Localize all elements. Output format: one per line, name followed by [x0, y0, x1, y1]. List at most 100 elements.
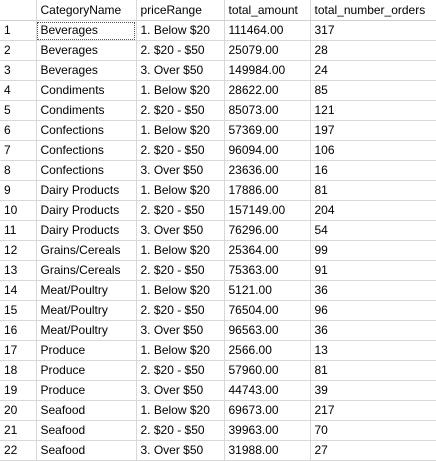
cell-pricerange[interactable]: 1. Below $20	[136, 20, 225, 41]
cell-pricerange[interactable]: 1. Below $20	[136, 120, 225, 141]
row-number[interactable]: 9	[0, 180, 37, 201]
cell-total-amount[interactable]: 57369.00	[224, 120, 311, 141]
row-number[interactable]: 11	[0, 220, 37, 241]
cell-categoryname[interactable]: Dairy Products	[36, 180, 137, 201]
cell-total-amount[interactable]: 149984.00	[224, 60, 311, 81]
cell-total-number-orders[interactable]: 85	[310, 80, 436, 101]
cell-total-amount[interactable]: 76504.00	[224, 300, 311, 321]
row-number[interactable]: 17	[0, 340, 37, 361]
cell-categoryname[interactable]: Produce	[36, 360, 137, 381]
cell-pricerange[interactable]: 3. Over $50	[136, 440, 225, 461]
cell-total-number-orders[interactable]: 39	[310, 380, 436, 401]
cell-total-amount[interactable]: 31988.00	[224, 440, 311, 461]
cell-pricerange[interactable]: 2. $20 - $50	[136, 260, 225, 281]
table-row[interactable]: 13 Grains/Cereals 2. $20 - $50 75363.00 91	[0, 260, 436, 281]
cell-categoryname[interactable]: Grains/Cereals	[36, 260, 137, 281]
cell-categoryname[interactable]: Confections	[36, 160, 137, 181]
cell-pricerange[interactable]: 2. $20 - $50	[136, 300, 225, 321]
table-row[interactable]: 18 Produce 2. $20 - $50 57960.00 81	[0, 360, 436, 381]
table-row[interactable]: 7 Confections 2. $20 - $50 96094.00 106	[0, 140, 436, 161]
table-row[interactable]: 19 Produce 3. Over $50 44743.00 39	[0, 380, 436, 401]
column-header-total-amount[interactable]: total_amount	[224, 0, 311, 21]
cell-pricerange[interactable]: 2. $20 - $50	[136, 200, 225, 221]
cell-total-number-orders[interactable]: 36	[310, 280, 436, 301]
cell-total-number-orders[interactable]: 81	[310, 180, 436, 201]
cell-pricerange[interactable]: 3. Over $50	[136, 60, 225, 81]
cell-pricerange[interactable]: 2. $20 - $50	[136, 360, 225, 381]
table-row[interactable]: 9 Dairy Products 1. Below $20 17886.00 81	[0, 180, 436, 201]
table-row[interactable]: 11 Dairy Products 3. Over $50 76296.00 54	[0, 220, 436, 241]
cell-pricerange[interactable]: 3. Over $50	[136, 160, 225, 181]
cell-categoryname[interactable]: Seafood	[36, 400, 137, 421]
row-number[interactable]: 14	[0, 280, 37, 301]
row-number[interactable]: 20	[0, 400, 37, 421]
cell-categoryname[interactable]: Condiments	[36, 80, 137, 101]
cell-pricerange[interactable]: 1. Below $20	[136, 340, 225, 361]
cell-categoryname[interactable]: Condiments	[36, 100, 137, 121]
cell-total-amount[interactable]: 69673.00	[224, 400, 311, 421]
table-row[interactable]: 3 Beverages 3. Over $50 149984.00 24	[0, 60, 436, 81]
cell-categoryname[interactable]: Dairy Products	[36, 200, 137, 221]
cell-total-amount[interactable]: 28622.00	[224, 80, 311, 101]
row-number[interactable]: 15	[0, 300, 37, 321]
cell-total-number-orders[interactable]: 317	[310, 20, 436, 41]
row-number[interactable]: 10	[0, 200, 37, 221]
cell-total-amount[interactable]: 17886.00	[224, 180, 311, 201]
cell-pricerange[interactable]: 2. $20 - $50	[136, 420, 225, 441]
cell-pricerange[interactable]: 1. Below $20	[136, 80, 225, 101]
cell-categoryname[interactable]: Beverages	[36, 40, 137, 61]
cell-pricerange[interactable]: 1. Below $20	[136, 240, 225, 261]
column-header-total-number-orders[interactable]: total_number_orders	[310, 0, 436, 21]
cell-total-amount[interactable]: 39963.00	[224, 420, 311, 441]
cell-total-amount[interactable]: 25079.00	[224, 40, 311, 61]
cell-categoryname[interactable]: Meat/Poultry	[36, 280, 137, 301]
cell-total-amount[interactable]: 96094.00	[224, 140, 311, 161]
cell-total-amount[interactable]: 5121.00	[224, 280, 311, 301]
cell-total-number-orders[interactable]: 121	[310, 100, 436, 121]
cell-categoryname[interactable]: Produce	[36, 380, 137, 401]
table-row[interactable]: 15 Meat/Poultry 2. $20 - $50 76504.00 96	[0, 300, 436, 321]
row-number[interactable]: 12	[0, 240, 37, 261]
cell-total-amount[interactable]: 75363.00	[224, 260, 311, 281]
cell-pricerange[interactable]: 2. $20 - $50	[136, 100, 225, 121]
cell-pricerange[interactable]: 1. Below $20	[136, 180, 225, 201]
cell-categoryname[interactable]: Confections	[36, 140, 137, 161]
cell-categoryname[interactable]: Seafood	[36, 420, 137, 441]
table-row[interactable]: 6 Confections 1. Below $20 57369.00 197	[0, 120, 436, 141]
cell-categoryname[interactable]: Seafood	[36, 440, 137, 461]
cell-total-number-orders[interactable]: 13	[310, 340, 436, 361]
row-number[interactable]: 3	[0, 60, 37, 81]
cell-total-number-orders[interactable]: 81	[310, 360, 436, 381]
cell-total-amount[interactable]: 23636.00	[224, 160, 311, 181]
cell-total-number-orders[interactable]: 36	[310, 320, 436, 341]
cell-total-number-orders[interactable]: 24	[310, 60, 436, 81]
cell-total-number-orders[interactable]: 54	[310, 220, 436, 241]
table-row[interactable]: 16 Meat/Poultry 3. Over $50 96563.00 36	[0, 320, 436, 341]
cell-categoryname[interactable]: Dairy Products	[36, 220, 137, 241]
table-row[interactable]: 12 Grains/Cereals 1. Below $20 25364.00 99	[0, 240, 436, 261]
cell-total-number-orders[interactable]: 91	[310, 260, 436, 281]
cell-categoryname[interactable]: Produce	[36, 340, 137, 361]
cell-categoryname[interactable]: Beverages	[36, 20, 137, 41]
cell-total-number-orders[interactable]: 204	[310, 200, 436, 221]
cell-categoryname[interactable]: Grains/Cereals	[36, 240, 137, 261]
cell-total-amount[interactable]: 76296.00	[224, 220, 311, 241]
row-number[interactable]: 18	[0, 360, 37, 381]
row-number[interactable]: 6	[0, 120, 37, 141]
cell-pricerange[interactable]: 2. $20 - $50	[136, 140, 225, 161]
table-row[interactable]: 4 Condiments 1. Below $20 28622.00 85	[0, 80, 436, 101]
cell-pricerange[interactable]: 3. Over $50	[136, 380, 225, 401]
cell-total-amount[interactable]: 111464.00	[224, 20, 311, 41]
row-number[interactable]: 7	[0, 140, 37, 161]
cell-total-number-orders[interactable]: 197	[310, 120, 436, 141]
cell-pricerange[interactable]: 3. Over $50	[136, 220, 225, 241]
table-row[interactable]: 1 Beverages 1. Below $20 111464.00 317	[0, 20, 436, 41]
cell-total-number-orders[interactable]: 70	[310, 420, 436, 441]
cell-total-amount[interactable]: 96563.00	[224, 320, 311, 341]
cell-total-amount[interactable]: 57960.00	[224, 360, 311, 381]
row-number[interactable]: 22	[0, 440, 37, 461]
cell-total-number-orders[interactable]: 16	[310, 160, 436, 181]
cell-categoryname[interactable]: Meat/Poultry	[36, 320, 137, 341]
cell-pricerange[interactable]: 1. Below $20	[136, 400, 225, 421]
